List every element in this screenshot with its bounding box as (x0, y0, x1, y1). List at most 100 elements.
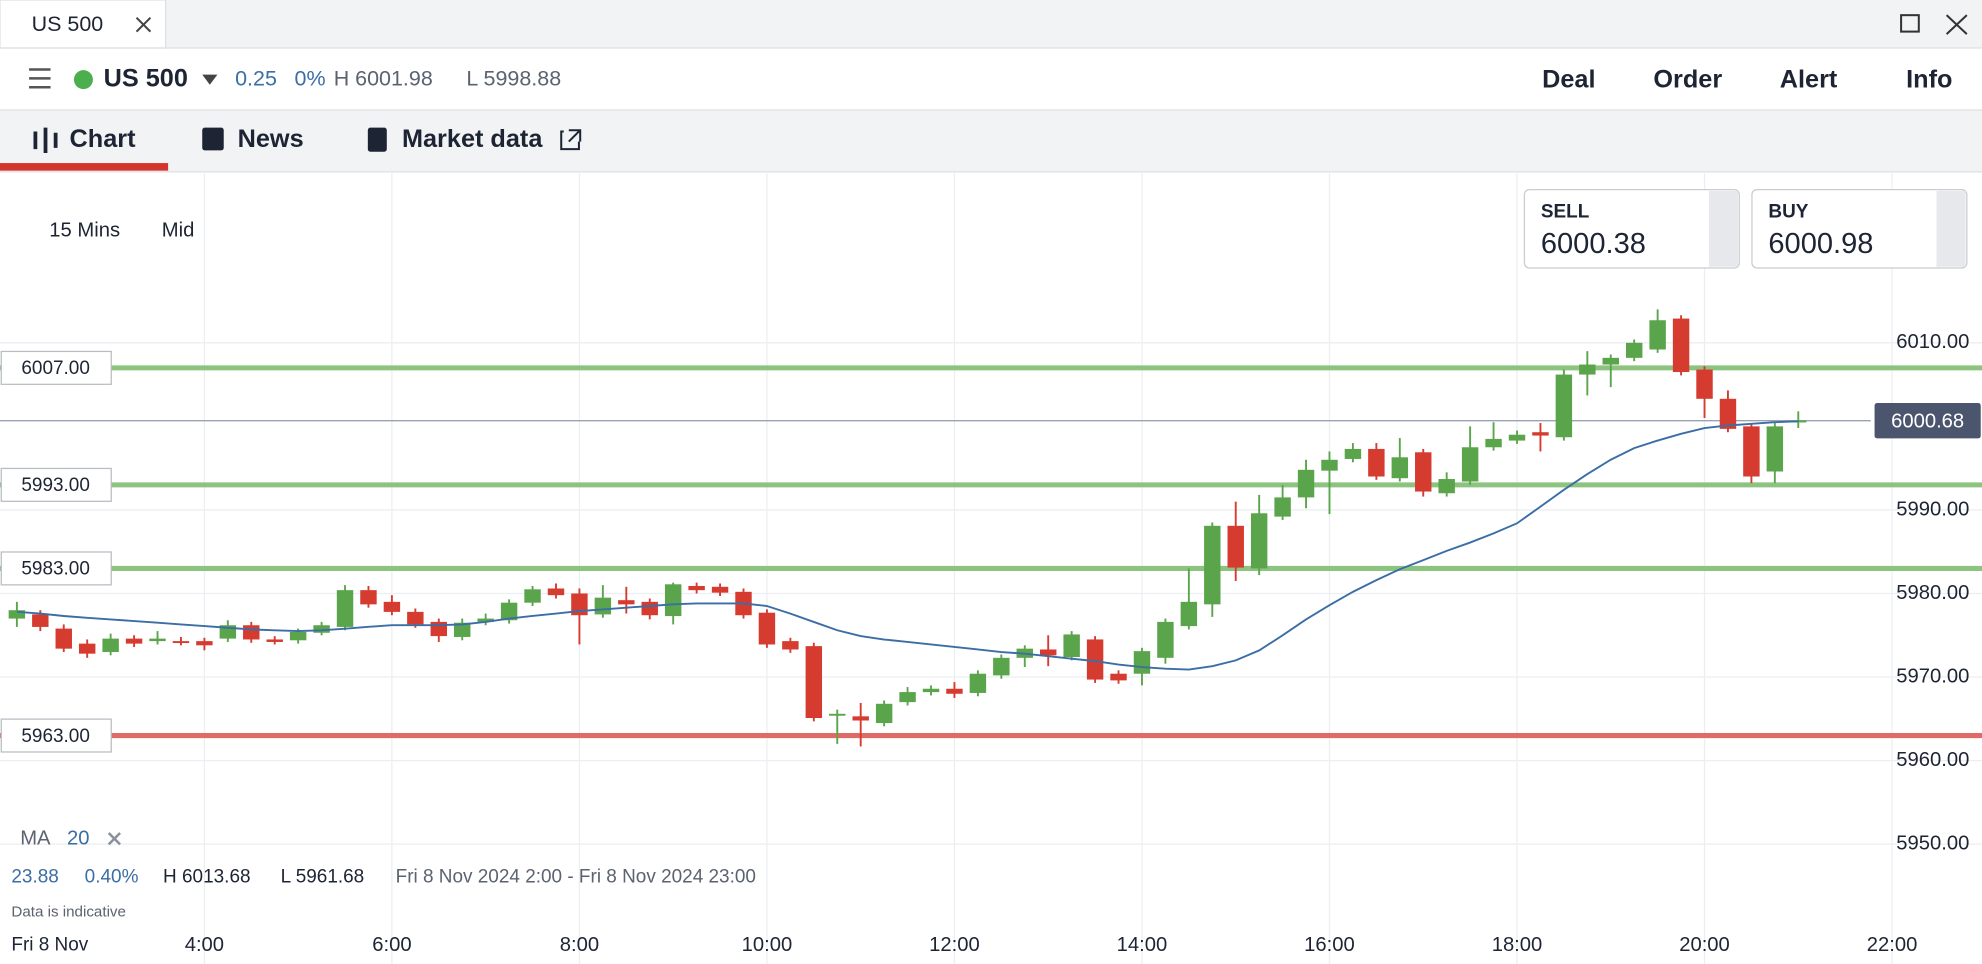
tab[interactable]: Market data (402, 125, 543, 153)
maximize[interactable] (1900, 14, 1920, 33)
candle-body (1602, 357, 1619, 365)
stat-change-pct: 0.40% (85, 866, 139, 887)
close-tab[interactable] (135, 16, 152, 33)
candle-body (782, 641, 799, 650)
y-tick-label: 5950.00 (1896, 833, 1969, 855)
news-icon (202, 127, 224, 151)
interval[interactable]: 15 Mins (49, 220, 120, 242)
candle-body (1438, 479, 1455, 494)
close-window[interactable] (1945, 14, 1968, 35)
candle-body (1344, 448, 1362, 459)
low: L 5998.88 (466, 66, 561, 90)
candle-body (1133, 651, 1151, 674)
candle-body (1696, 369, 1713, 399)
x-tick-label: 10:00 (742, 934, 793, 956)
status-dot (73, 70, 93, 90)
current-price-tag (1874, 402, 1981, 439)
instrument-name[interactable]: US 500 (104, 64, 188, 92)
x-tick-label: 20:00 (1679, 934, 1730, 956)
remove-indicator[interactable] (107, 832, 121, 846)
candle-body (1227, 525, 1244, 568)
candle-body (243, 625, 260, 640)
candle-body (360, 590, 377, 605)
price-level-label: 6007.00 (21, 358, 90, 379)
action[interactable]: Info (1906, 66, 1952, 94)
candle-body (758, 612, 776, 645)
candle-body (1157, 621, 1174, 658)
disclaimer: Data is indicative (11, 904, 126, 921)
candle-body (1649, 320, 1666, 350)
buy-button[interactable] (1751, 188, 1968, 269)
candle-body (1180, 601, 1198, 627)
candle-body (805, 646, 823, 719)
candle-body (1391, 457, 1409, 479)
sell-button[interactable] (1523, 188, 1740, 269)
candle-body (1368, 448, 1385, 477)
x-tick-label: 4:00 (185, 934, 224, 956)
x-tick-label: 12:00 (929, 934, 980, 956)
candle-body (8, 610, 26, 619)
candle-body (1508, 434, 1526, 441)
candle-body (1086, 639, 1104, 680)
y-tick-label: 5990.00 (1896, 498, 1969, 520)
candle-body (852, 716, 869, 721)
price-level-tag (0, 551, 112, 586)
price-level-label: 5993.00 (21, 475, 90, 496)
tab-bar (0, 109, 1982, 172)
candle-body (383, 601, 401, 612)
candle-body (664, 584, 682, 617)
menu[interactable] (29, 68, 51, 89)
stat-low: L 5961.68 (281, 866, 365, 887)
stat-high: H 6013.68 (163, 866, 250, 887)
candle-body (1110, 673, 1127, 681)
y-tick-label: 6010.00 (1896, 331, 1969, 353)
candle-body (172, 641, 190, 644)
candle-body (313, 625, 330, 633)
candle-body (641, 601, 658, 616)
candle-body (55, 628, 72, 649)
candle-body (1415, 452, 1432, 492)
x-tick-label: 18:00 (1492, 934, 1543, 956)
price-level-tag (0, 718, 112, 753)
action[interactable]: Alert (1780, 66, 1838, 94)
candle-body (125, 638, 143, 644)
x-tick-label: 8:00 (560, 934, 599, 956)
action[interactable]: Deal (1542, 66, 1595, 94)
candle-body (196, 641, 213, 646)
external-icon (560, 129, 582, 151)
candle-body (1250, 513, 1268, 569)
candle-body (547, 588, 565, 596)
change-pct: 0% (295, 66, 326, 90)
candle-body (946, 688, 963, 694)
tab[interactable]: News (238, 125, 304, 153)
x-tick-label: 22:00 (1867, 934, 1918, 956)
buy-price: 6000.98 (1768, 228, 1873, 260)
candle-body (899, 692, 916, 703)
candle-body (594, 597, 612, 615)
action[interactable]: Order (1653, 66, 1722, 94)
candle-body (430, 621, 448, 637)
sell-label: SELL (1541, 201, 1589, 222)
stat-range: Fri 8 Nov 2024 2:00 - Fri 8 Nov 2024 23:… (396, 866, 756, 887)
tab[interactable]: Chart (70, 125, 137, 153)
dropdown[interactable] (202, 74, 218, 85)
market-icon (367, 127, 387, 152)
candle-body (407, 611, 424, 625)
price-type[interactable]: Mid (162, 220, 195, 242)
candle-body (688, 585, 705, 591)
candle-body (32, 614, 49, 627)
candle-body (1532, 432, 1549, 436)
tab-title: US 500 (32, 12, 104, 36)
candle-body (1039, 649, 1057, 656)
window-bar (0, 0, 1982, 49)
candle-body (500, 602, 518, 621)
y-tick-label: 5970.00 (1896, 665, 1969, 687)
candle-body (477, 618, 494, 622)
window-tab[interactable] (0, 0, 167, 49)
high: H 6001.98 (334, 66, 433, 90)
price-level-tag (0, 350, 112, 385)
price-level-label: 5983.00 (21, 559, 90, 580)
candle-body (1274, 497, 1291, 517)
candle-body (571, 593, 588, 616)
